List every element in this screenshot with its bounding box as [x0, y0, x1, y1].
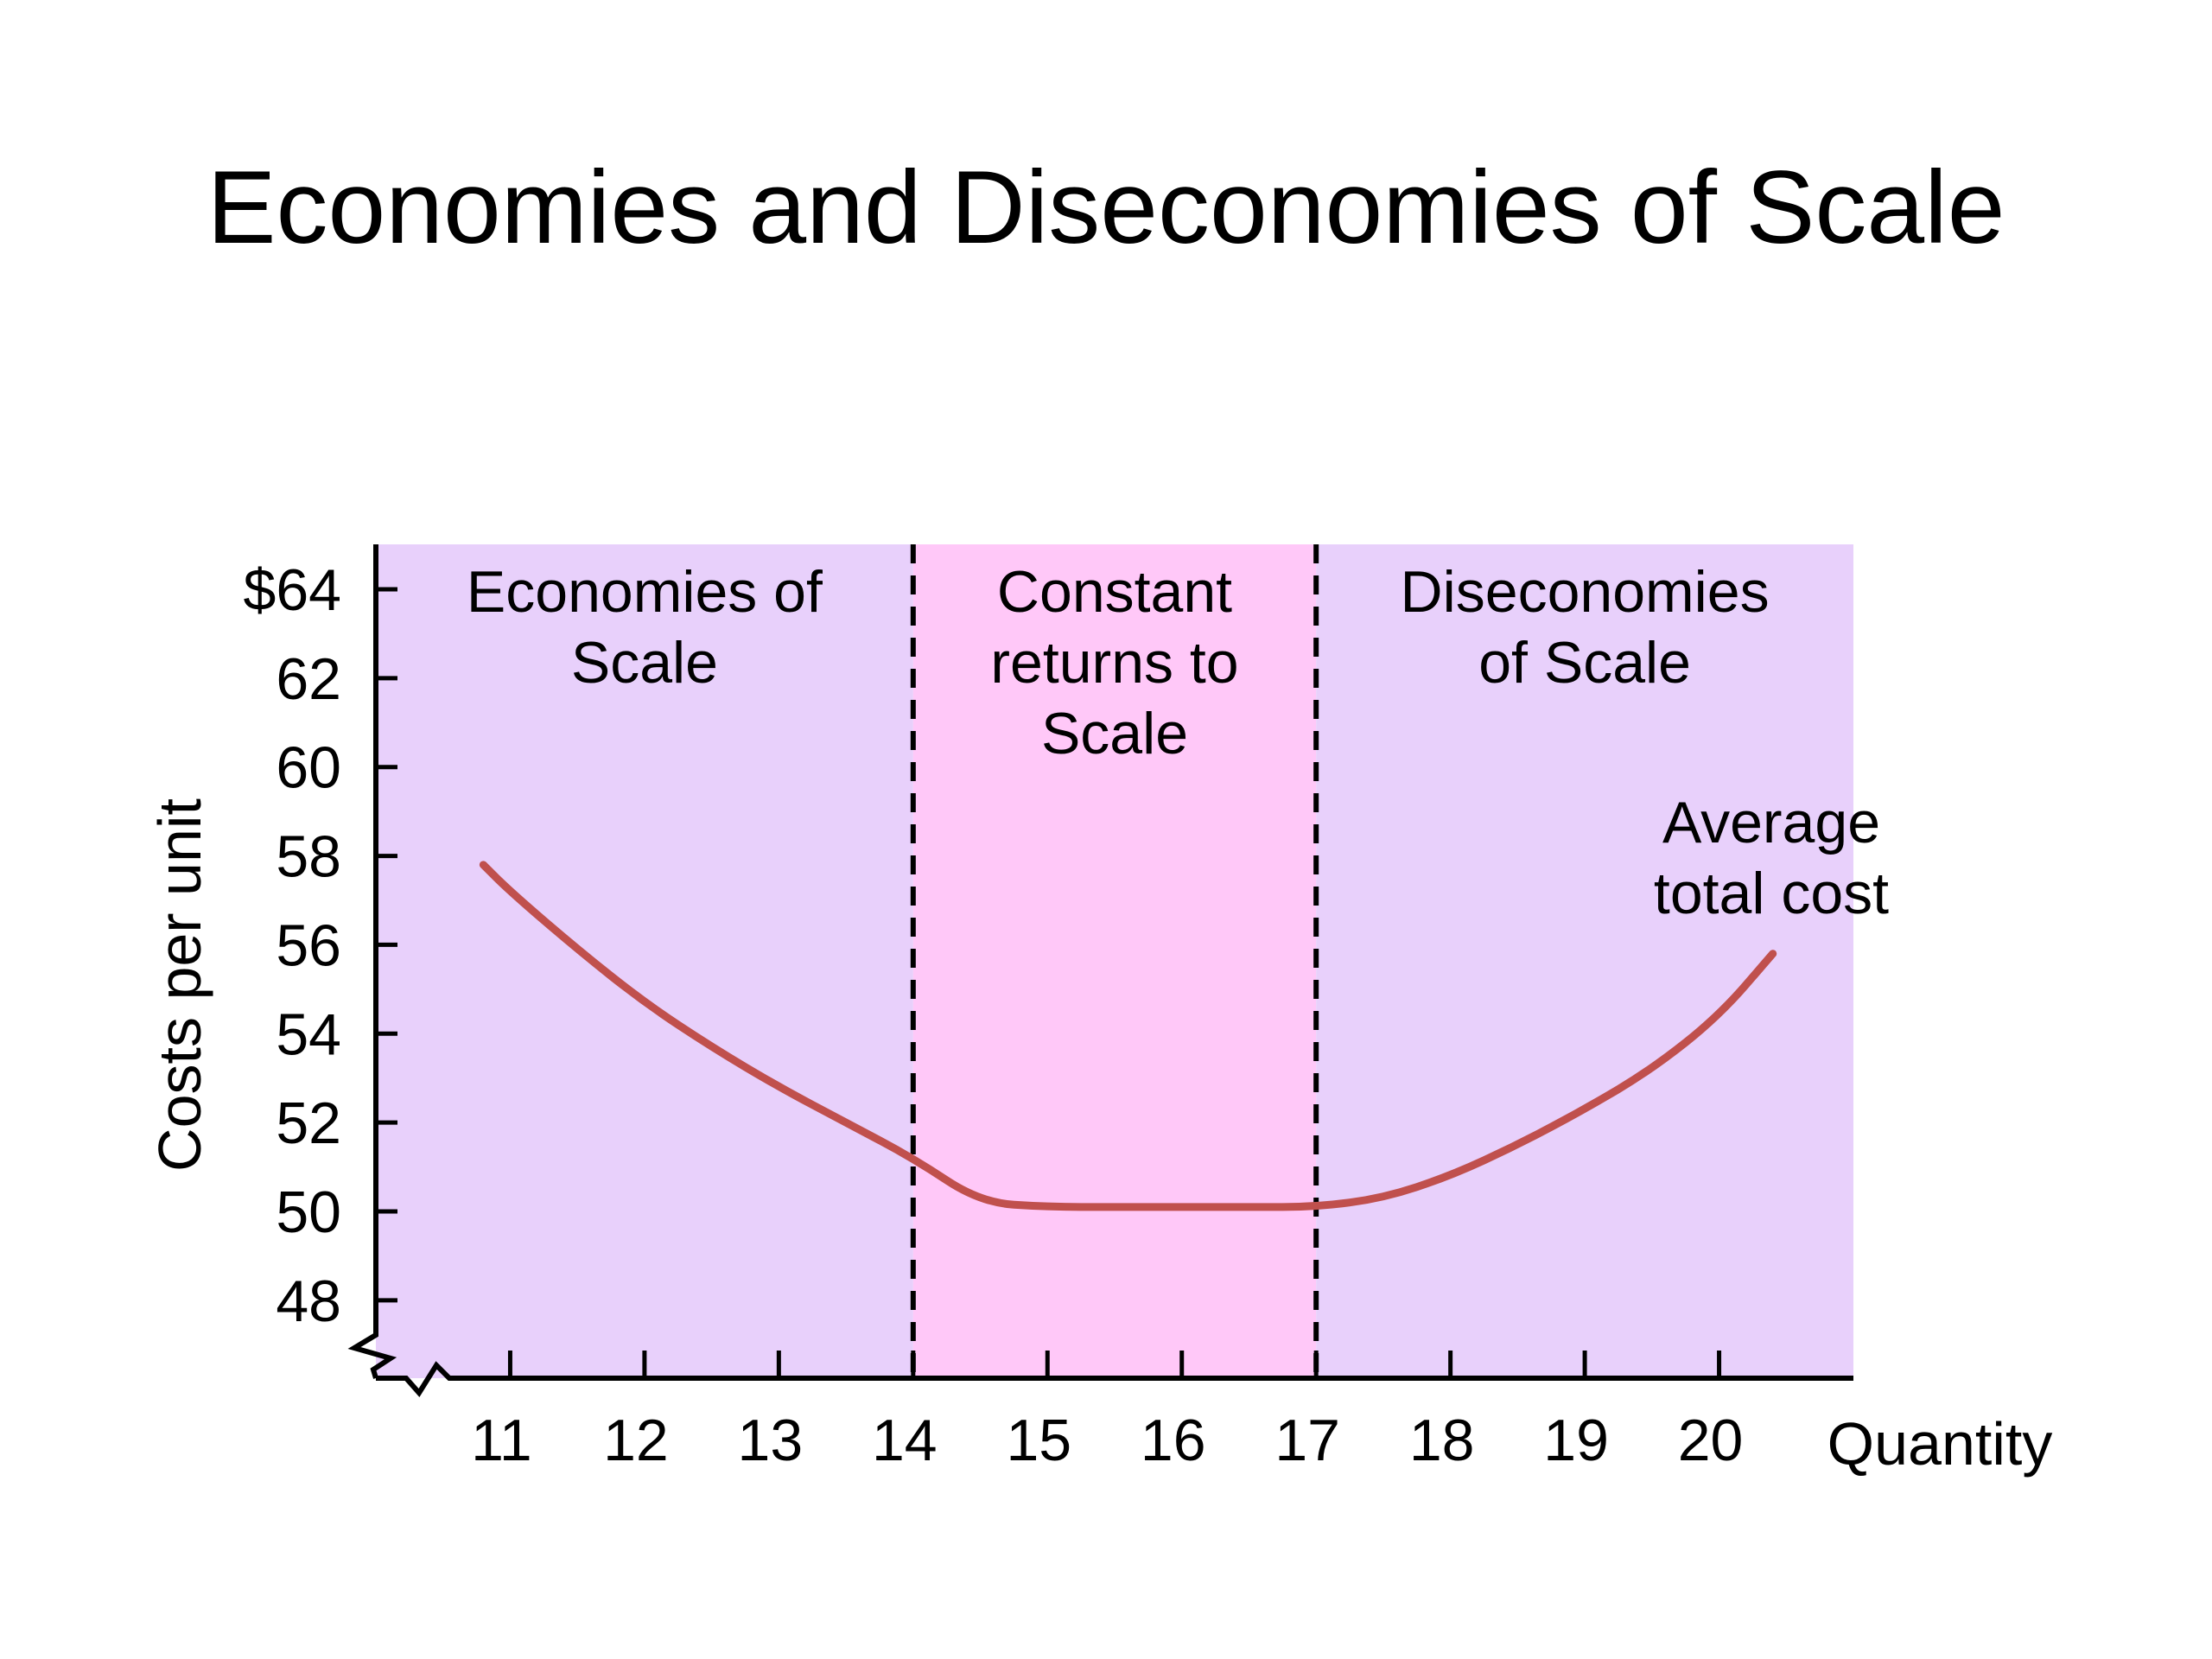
region-label-line: Constant: [997, 559, 1232, 625]
x-tick-label-0: 11: [471, 1408, 532, 1473]
region-label-line: Diseconomies: [1401, 559, 1770, 625]
series-layer: Average total cost: [479, 790, 1889, 1211]
x-axis-line: [376, 1361, 1853, 1398]
x-tick-label-2: 13: [738, 1408, 804, 1473]
y-tick-label-6: 60: [276, 735, 341, 801]
regions-layer: [376, 544, 1853, 1378]
x-tick-label-1: 12: [603, 1408, 669, 1473]
y-axis-label: Costs per unit: [146, 798, 213, 1172]
x-tick-label-6: 17: [1274, 1408, 1340, 1473]
region-band-0: [376, 544, 913, 1378]
dividers-layer: [910, 544, 1319, 1378]
y-tick-label-8: $64: [244, 557, 341, 623]
region-label-line: Scale: [571, 630, 718, 696]
x-tick-label-8: 19: [1543, 1408, 1609, 1473]
region-label-2: Diseconomies of Scale: [1401, 559, 1770, 696]
y-tick-label-5: 58: [276, 824, 341, 890]
ticks-layer: 48 50 52 54 56 58 60 62 $64 11 12 13 14 15 16 17 18 19 20: [244, 557, 1744, 1473]
y-tick-label-1: 50: [276, 1179, 341, 1245]
y-tick-label-0: 48: [276, 1268, 341, 1334]
region-label-0: Economies of Scale: [467, 559, 823, 696]
region-band-1: [912, 544, 1317, 1378]
region-label-line: Scale: [1041, 701, 1188, 766]
x-tick-label-9: 20: [1678, 1408, 1744, 1473]
series-label-line: total cost: [1654, 861, 1889, 926]
slide-title: Economies and Diseconomies of Scale: [207, 149, 2005, 265]
x-tick-label-3: 14: [872, 1408, 938, 1473]
region-label-1: Constant returns to Scale: [990, 559, 1238, 766]
y-axis-line: [347, 544, 397, 1379]
axes-layer: Quantity Costs per unit: [146, 544, 2052, 1478]
x-tick-label-4: 15: [1006, 1408, 1071, 1473]
y-tick-label-4: 56: [276, 912, 341, 978]
region-label-line: Economies of: [467, 559, 823, 625]
x-axis-label: Quantity: [1827, 1410, 2053, 1478]
region-label-line: returns to: [990, 630, 1238, 696]
series-line-0: [479, 861, 1777, 1211]
region-label-line: of Scale: [1478, 630, 1691, 696]
y-tick-label-7: 62: [276, 646, 341, 712]
y-tick-label-2: 52: [276, 1090, 341, 1156]
x-tick-label-7: 18: [1409, 1408, 1475, 1473]
series-label-0: Average total cost: [1654, 790, 1889, 926]
y-tick-label-3: 54: [276, 1001, 341, 1067]
series-label-line: Average: [1662, 790, 1880, 855]
x-tick-label-5: 16: [1141, 1408, 1206, 1473]
